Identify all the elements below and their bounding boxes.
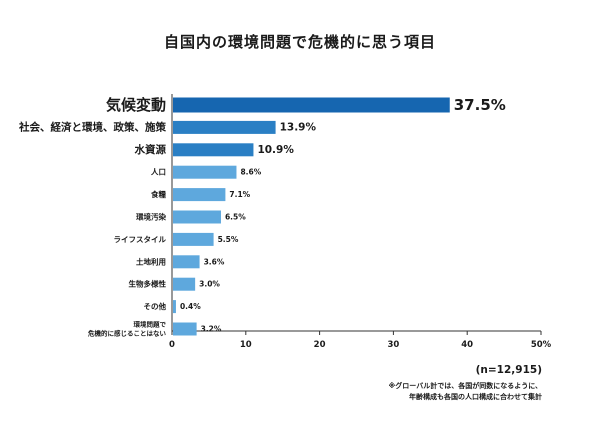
x-tick-label: 50% <box>531 340 552 350</box>
bar <box>173 165 237 179</box>
x-tick-label: 10 <box>240 340 252 350</box>
bar-value-label: 8.6% <box>240 168 261 177</box>
bar <box>173 143 254 157</box>
bar-value-label: 6.5% <box>225 213 246 222</box>
bar-value-label: 3.6% <box>204 257 225 266</box>
chart-title: 自国内の環境問題で危機的に思う項目 <box>163 33 436 51</box>
bar-value-label: 37.5% <box>454 96 506 114</box>
footnote-line-1: ※グローバル計では、各国が同数になるように、 <box>388 382 542 390</box>
sample-size-note: (n=12,915) <box>475 364 542 376</box>
category-label: 人口 <box>151 168 166 177</box>
category-label: 社会、経済と環境、政策、施策 <box>18 120 166 133</box>
bar <box>173 97 450 113</box>
bar <box>173 322 197 336</box>
bar <box>173 300 176 314</box>
bar <box>173 232 214 246</box>
bar-value-label: 0.4% <box>180 302 201 311</box>
bar <box>173 188 226 202</box>
category-label: 環境汚染 <box>136 212 166 222</box>
footnote-line-2: 年齢構成も各国の人口構成に合わせて集計 <box>409 393 542 401</box>
category-label: 環境問題で <box>134 320 167 329</box>
bar-value-label: 7.1% <box>229 190 250 199</box>
category-label: 土地利用 <box>136 256 166 266</box>
bar-value-label: 5.5% <box>218 235 239 244</box>
bar <box>173 120 276 134</box>
bar <box>173 277 196 291</box>
x-tick-label: 40 <box>461 340 473 350</box>
x-tick-label: 0 <box>169 340 175 350</box>
x-tick-label: 30 <box>387 340 399 350</box>
category-label: 気候変動 <box>106 96 166 114</box>
bar-value-label: 10.9% <box>257 144 294 156</box>
category-label: 危機的に感じることはない <box>87 329 167 338</box>
category-label: 生物多様性 <box>129 279 167 289</box>
bar <box>173 255 200 269</box>
bar <box>173 210 221 224</box>
category-label: ライフスタイル <box>114 234 167 244</box>
x-tick-label: 20 <box>314 340 326 350</box>
category-label: その他 <box>144 301 167 311</box>
bar-value-label: 3.0% <box>199 280 220 289</box>
bar-value-label: 13.9% <box>280 121 317 133</box>
bar-value-label: 3.2% <box>201 325 222 334</box>
category-label: 水資源 <box>134 143 167 156</box>
category-label: 食糧 <box>151 189 166 199</box>
